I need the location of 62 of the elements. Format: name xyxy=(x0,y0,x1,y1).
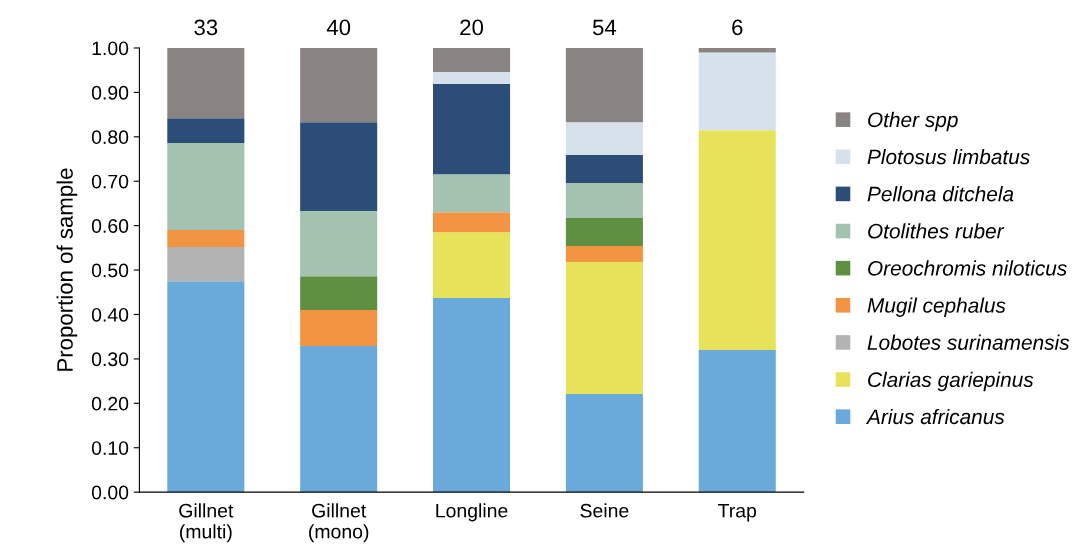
y-tick-label: 1.00 xyxy=(92,41,129,56)
bar xyxy=(565,155,643,184)
y-tick-label: 0.60 xyxy=(91,219,129,233)
x-tick-label: Gillnet (mono) xyxy=(309,503,369,543)
bar xyxy=(433,71,511,84)
y-tick-label: 0.50 xyxy=(91,263,129,278)
bar xyxy=(698,47,776,53)
bar xyxy=(300,276,378,311)
bar xyxy=(300,211,378,277)
legend-label: Clarias gariepinus xyxy=(868,371,1034,392)
bar xyxy=(433,212,511,233)
x-tick-label: Longline xyxy=(436,503,508,522)
bar xyxy=(433,83,511,175)
y-tick-label: 0.90 xyxy=(91,85,129,100)
y-tick-label: 0.80 xyxy=(91,130,129,145)
y-tick-label: 0.30 xyxy=(91,352,129,367)
y-tick-label: 0.20 xyxy=(91,396,129,411)
bar xyxy=(167,118,245,144)
annotation: 54 xyxy=(592,19,617,36)
bar xyxy=(698,52,776,131)
legend-label: Plotosus limbatus xyxy=(867,148,1030,165)
y-tick-label: 0.70 xyxy=(91,174,129,189)
legend-label: Pellona ditchela xyxy=(867,186,1014,202)
legend-label: Oreochromis niloticus xyxy=(868,260,1067,276)
annotation: 40 xyxy=(326,19,351,36)
bar xyxy=(433,232,511,299)
annotation: 6 xyxy=(732,19,743,36)
legend-label: Lobotes surinamensis xyxy=(867,334,1070,350)
annotation: 20 xyxy=(460,19,484,36)
y-tick-label: 0.00 xyxy=(91,485,129,500)
legend-label: Other spp xyxy=(868,111,958,132)
legend-label: Mugil cephalus xyxy=(867,297,1006,317)
bar xyxy=(433,47,511,72)
bar xyxy=(565,122,643,156)
annotation: 33 xyxy=(194,19,218,36)
legend-label: Arius africanus xyxy=(865,408,1005,425)
y-tick-label: 0.40 xyxy=(91,307,129,322)
bar xyxy=(167,246,245,282)
x-tick-label: Seine xyxy=(580,503,629,518)
bar xyxy=(300,346,378,493)
bar xyxy=(167,143,245,231)
bar xyxy=(167,47,245,119)
bar xyxy=(565,183,643,219)
bar xyxy=(698,350,776,493)
bar xyxy=(300,47,378,123)
bar xyxy=(565,218,643,247)
bar xyxy=(698,130,776,351)
x-tick-label: Gillnet (multi) xyxy=(179,503,234,543)
bar xyxy=(433,298,511,493)
bar xyxy=(300,122,378,211)
bar xyxy=(300,310,378,347)
bar xyxy=(433,174,511,213)
bar xyxy=(565,262,643,394)
x-tick-label: Trap xyxy=(718,503,757,522)
legend-label: Otolithes ruber xyxy=(868,223,1005,239)
bar xyxy=(565,393,643,493)
y-tick-label: 0.10 xyxy=(91,441,129,455)
bar xyxy=(565,47,643,123)
bar xyxy=(167,230,245,247)
bar xyxy=(565,246,643,263)
bar xyxy=(167,281,245,493)
y-axis-title: Proportion of sample xyxy=(56,168,78,371)
